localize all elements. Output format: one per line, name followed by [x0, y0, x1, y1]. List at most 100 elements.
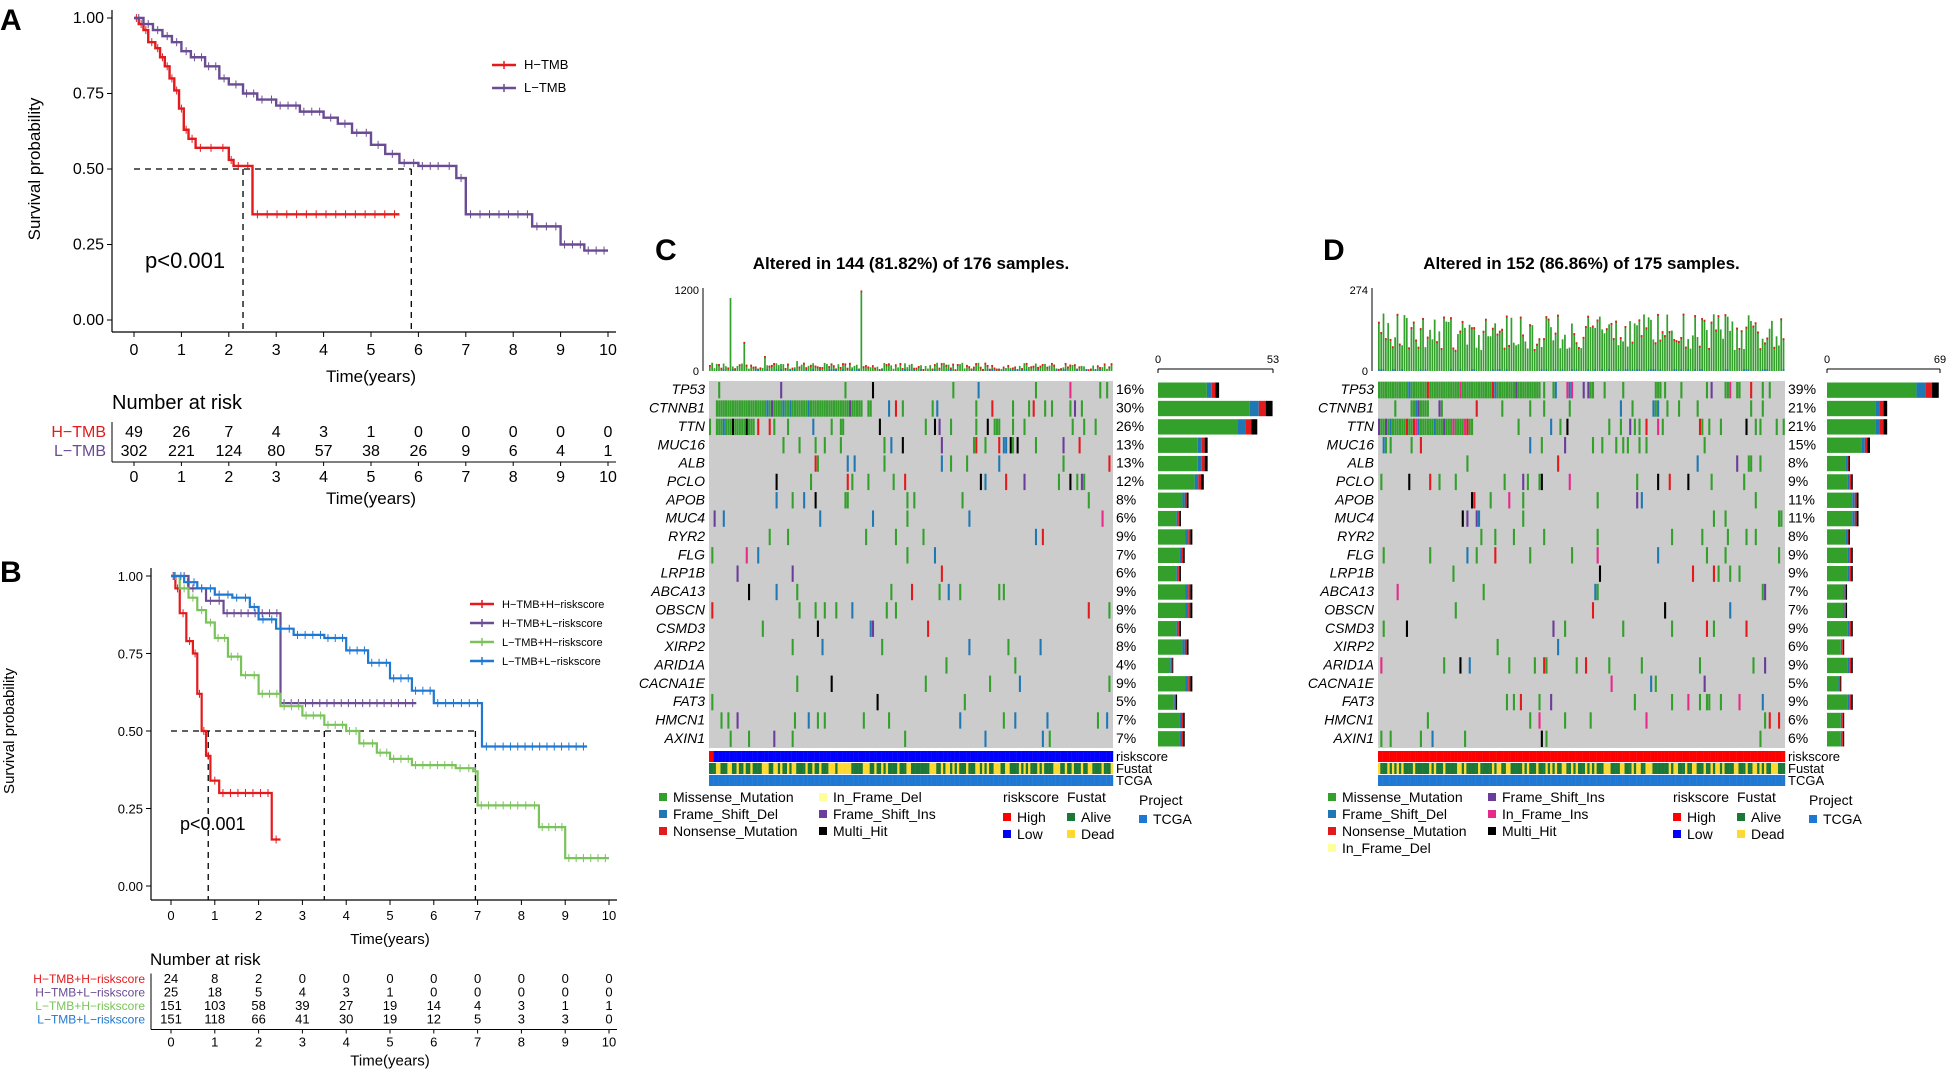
x-tick-label: 6	[414, 342, 423, 359]
track-project	[1391, 775, 1395, 786]
mutation-cell	[1636, 473, 1639, 491]
track-riskscore	[1012, 751, 1015, 762]
track-project	[1071, 775, 1075, 786]
tmb-bar-top	[1087, 369, 1090, 371]
mutation-cell	[1747, 455, 1750, 472]
track-riskscore	[770, 751, 774, 762]
mutation-cell	[1096, 712, 1099, 729]
track-riskscore	[1410, 751, 1414, 762]
tmb-bar	[1403, 315, 1406, 371]
track-fustat	[777, 763, 781, 774]
freq-bar-nonsense	[1864, 437, 1868, 453]
mutation-cell	[1633, 418, 1636, 436]
track-project	[800, 775, 804, 786]
tmb-bar	[1489, 336, 1492, 371]
mutation-cell	[1380, 418, 1383, 436]
track-riskscore	[844, 751, 847, 762]
tmb-bar	[741, 363, 743, 371]
track-riskscore	[984, 751, 987, 762]
tmb-bar	[885, 364, 888, 371]
track-project	[1412, 775, 1416, 786]
track-riskscore	[1743, 751, 1746, 762]
track-riskscore	[828, 751, 831, 762]
gene-percent: 12%	[1116, 473, 1144, 489]
track-fustat	[1053, 763, 1056, 774]
freq-bar-fsd	[1170, 657, 1172, 674]
track-project	[1090, 775, 1093, 786]
track-riskscore	[1060, 751, 1063, 762]
tmb-bar-top	[1454, 349, 1457, 352]
mutation-cell	[787, 418, 790, 436]
mutation-cell	[1510, 382, 1513, 399]
tmb-bar-top	[1053, 364, 1056, 367]
mutation-cell	[1775, 418, 1778, 436]
mutation-cell	[867, 473, 870, 491]
track-project	[1766, 775, 1769, 786]
tmb-bar-top	[1684, 346, 1687, 349]
track-fustat	[1090, 763, 1093, 774]
track-riskscore	[1401, 751, 1404, 762]
mutation-cell	[1778, 510, 1781, 527]
track-riskscore	[1757, 751, 1760, 762]
tmb-bar	[826, 363, 828, 371]
freq-bar-nonsense	[1849, 547, 1852, 563]
tmb-bar	[1594, 327, 1597, 371]
track-fustat	[1014, 763, 1017, 774]
mutation-cell	[1382, 437, 1385, 454]
track-riskscore	[1076, 751, 1079, 762]
mutation-cell	[812, 400, 815, 417]
track-label: Fustat	[1788, 761, 1825, 776]
mutation-cell	[1661, 418, 1664, 436]
track-label: Fustat	[1116, 761, 1153, 776]
track-riskscore	[1591, 751, 1595, 762]
mutation-cell	[1426, 418, 1429, 436]
track-fustat	[748, 763, 751, 774]
tmb-bar	[1610, 322, 1613, 371]
tmb-bar-base	[1496, 369, 1499, 371]
tmb-bar-base	[1659, 369, 1662, 371]
mutation-cell	[839, 418, 842, 436]
track-riskscore	[1436, 751, 1439, 762]
tmb-bar-top	[1039, 365, 1042, 368]
track-fustat	[1631, 763, 1635, 774]
tmb-bar	[1722, 338, 1724, 371]
mutation-cell	[722, 400, 725, 417]
mutation-cell	[1696, 400, 1699, 417]
tmb-bar-top	[1587, 315, 1590, 318]
track-fustat	[1778, 763, 1781, 774]
tmb-bar	[1536, 343, 1538, 371]
tmb-bar	[1450, 317, 1452, 371]
freq-bar-missense	[1158, 639, 1183, 655]
tmb-bar-top	[1443, 316, 1445, 319]
track-riskscore	[727, 751, 730, 762]
mutation-cell	[807, 712, 810, 729]
track-riskscore	[1729, 751, 1732, 762]
tmb-bar	[908, 364, 911, 371]
mutation-cell	[871, 620, 875, 637]
tmb-bar-top	[1682, 313, 1685, 316]
tmb-bar-top	[871, 365, 874, 368]
track-project	[1596, 775, 1600, 786]
track-riskscore	[816, 751, 820, 762]
track-riskscore	[947, 751, 951, 762]
tmb-bar	[1515, 345, 1517, 371]
gene-percent: 9%	[1116, 583, 1136, 599]
track-riskscore	[991, 751, 994, 762]
risk-value: 151	[160, 998, 182, 1013]
track-riskscore	[789, 751, 792, 762]
mutation-grid	[709, 381, 1113, 748]
track-fustat	[1394, 763, 1397, 774]
track-fustat	[1636, 763, 1639, 774]
freq-bar-fsd	[1847, 566, 1850, 582]
tmb-bar-top	[1752, 325, 1755, 328]
tmb-bar	[803, 362, 805, 371]
tmb-bar	[1103, 363, 1106, 371]
risk-value: 9	[461, 443, 470, 460]
track-project	[1591, 775, 1595, 786]
track-project	[798, 775, 802, 786]
track-fustat	[738, 763, 742, 774]
tmb-bar	[1678, 340, 1680, 371]
track-project	[1733, 775, 1737, 786]
mutation-cell	[1529, 547, 1532, 564]
track-fustat	[1650, 763, 1653, 774]
